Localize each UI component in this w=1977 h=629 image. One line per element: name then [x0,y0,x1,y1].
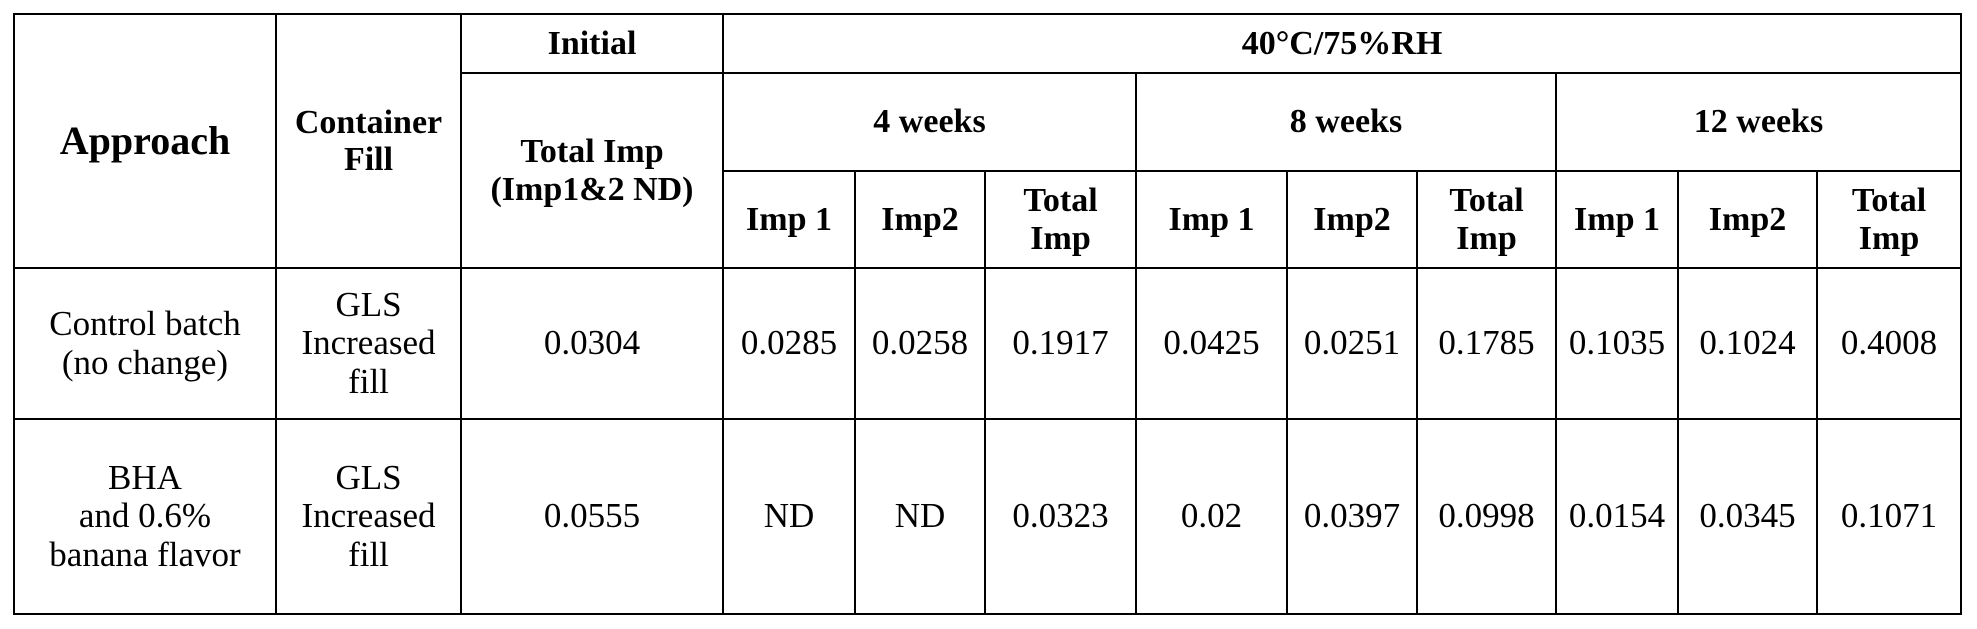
data-cell: 0.02 [1136,419,1287,614]
cell-text: 0.0425 [1163,323,1259,362]
data-cell: 0.0258 [855,268,985,419]
cell-text: Imp [986,220,1135,257]
cell-text: 0.0998 [1438,496,1534,535]
cell-text: Imp [1418,220,1555,257]
cell-text: Imp2 [1709,201,1786,238]
cell-text: Total Imp [462,133,722,170]
cell-text: 0.0323 [1012,496,1108,535]
cell-text: 0.4008 [1841,323,1937,362]
data-cell: 0.0425 [1136,268,1287,419]
header-cell: TotalImp [985,171,1136,268]
table-row: Control batch(no change)GLSIncreasedfill… [14,268,1961,419]
cell-text: 0.0251 [1304,323,1400,362]
page: Approach ContainerFill Initial 40°C/75%RH To… [0,0,1977,629]
data-cell: 0.0154 [1556,419,1678,614]
cell-text: Container [277,104,460,141]
cell-text: 0.0555 [544,496,640,535]
data-cell: 0.0998 [1417,419,1556,614]
data-cell: 0.0397 [1287,419,1417,614]
table-row: BHAand 0.6%banana flavorGLSIncreasedfill… [14,419,1961,614]
cell-text: 0.02 [1181,496,1242,535]
cell-text: Fill [277,141,460,178]
cell-text: GLS [277,459,460,498]
header-cell: TotalImp [1417,171,1556,268]
data-cell: 0.4008 [1817,268,1961,419]
data-cell: ND [855,419,985,614]
data-cell: 0.1024 [1678,268,1817,419]
cell-text: GLS [277,286,460,325]
header-cell: Imp2 [1678,171,1817,268]
cell-text: 4 weeks [873,103,985,140]
cell-text: (Imp1&2 ND) [462,171,722,208]
data-cell: 0.0285 [723,268,855,419]
cell-text: 40°C/75%RH [1242,25,1443,62]
header-cell: Imp 1 [1556,171,1678,268]
cell-text: 0.1024 [1699,323,1795,362]
data-cell: GLSIncreasedfill [276,419,461,614]
cell-text: 0.0285 [741,323,837,362]
header-cell: Total Imp(Imp1&2 ND) [461,73,723,268]
cell-text: (no change) [15,344,275,383]
header-cell: Approach [14,14,276,268]
cell-text: Control batch [15,305,275,344]
cell-text: Increased [277,324,460,363]
header-cell: Imp 1 [723,171,855,268]
cell-text: 0.0258 [872,323,968,362]
cell-text: Imp [1818,220,1960,257]
data-cell: 0.0251 [1287,268,1417,419]
cell-text: Initial [548,25,637,62]
data-table: Approach ContainerFill Initial 40°C/75%RH To… [13,13,1962,615]
data-cell: 0.0345 [1678,419,1817,614]
header-cell: TotalImp [1817,171,1961,268]
header-cell: Imp2 [1287,171,1417,268]
cell-text: Increased [277,497,460,536]
cell-text: 12 weeks [1694,103,1823,140]
cell-text: Total [1818,182,1960,219]
data-cell: BHAand 0.6%banana flavor [14,419,276,614]
cell-text: Imp2 [881,201,958,238]
header-cell: Initial [461,14,723,73]
cell-text: Imp2 [1313,201,1390,238]
data-cell: 0.0555 [461,419,723,614]
cell-text: 0.0304 [544,323,640,362]
header-cell: ContainerFill [276,14,461,268]
cell-text: and 0.6% [15,497,275,536]
cell-text: ND [895,496,946,535]
cell-text: 0.1917 [1012,323,1108,362]
cell-text: Approach [60,118,230,163]
cell-text: Imp 1 [1574,201,1660,238]
data-cell: 0.1917 [985,268,1136,419]
cell-text: 8 weeks [1290,103,1402,140]
cell-text: 0.1785 [1438,323,1534,362]
header-cell: Imp2 [855,171,985,268]
cell-text: 0.1071 [1841,496,1937,535]
header-cell: Imp 1 [1136,171,1287,268]
cell-text: fill [277,536,460,575]
cell-text: 0.0154 [1569,496,1665,535]
table-row: ApproachContainerFillInitial40°C/75%RH [14,14,1961,73]
cell-text: Total [1418,182,1555,219]
cell-text: banana flavor [15,536,275,575]
cell-text: fill [277,363,460,402]
data-cell: 0.1035 [1556,268,1678,419]
data-cell: Control batch(no change) [14,268,276,419]
cell-text: ND [764,496,815,535]
cell-text: Imp 1 [1169,201,1255,238]
data-cell: 0.0323 [985,419,1136,614]
cell-text: 0.0345 [1699,496,1795,535]
header-cell: 4 weeks [723,73,1136,171]
header-cell: 8 weeks [1136,73,1556,171]
cell-text: 0.0397 [1304,496,1400,535]
data-cell: 0.1071 [1817,419,1961,614]
data-cell: 0.0304 [461,268,723,419]
data-cell: 0.1785 [1417,268,1556,419]
header-cell: 12 weeks [1556,73,1961,171]
cell-text: Imp 1 [746,201,832,238]
cell-text: 0.1035 [1569,323,1665,362]
cell-text: BHA [15,459,275,498]
data-cell: ND [723,419,855,614]
data-cell: GLSIncreasedfill [276,268,461,419]
header-cell: 40°C/75%RH [723,14,1961,73]
cell-text: Total [986,182,1135,219]
